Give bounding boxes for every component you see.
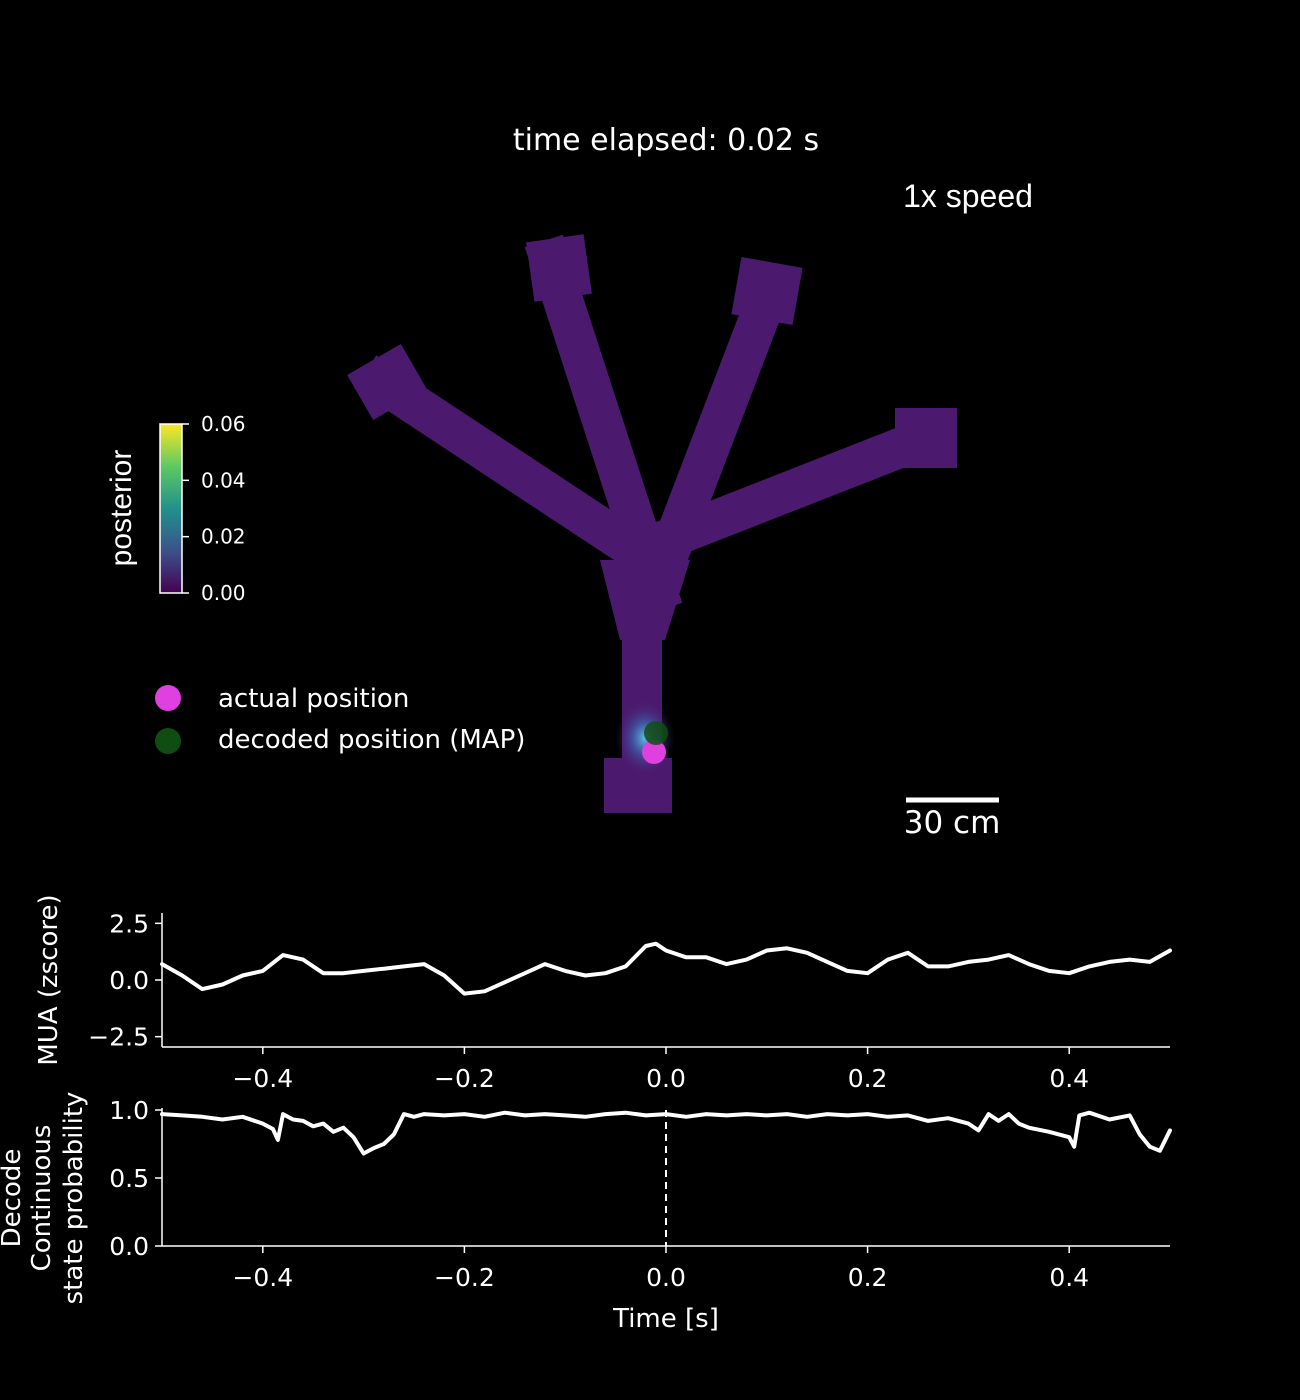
y-tick-label: 0.0 bbox=[109, 966, 149, 995]
speed-label: 1x speed bbox=[903, 178, 1033, 214]
time-xlabel: Time [s] bbox=[612, 1304, 719, 1334]
colorbar-tick-label: 0.02 bbox=[201, 525, 246, 549]
y-tick-label: 2.5 bbox=[109, 909, 149, 938]
x-tick-label: −0.4 bbox=[232, 1064, 293, 1093]
state-probability-plot: 1.0 0.5 0.0 −0.4 −0.2 0.0 0.2 0.4 bbox=[109, 1096, 1172, 1292]
state-probability-ylabel: Decode Continuous state probability bbox=[0, 1092, 89, 1305]
y-tick-label: 1.0 bbox=[109, 1096, 149, 1125]
legend-actual-marker bbox=[155, 685, 181, 711]
colorbar-tick-label: 0.00 bbox=[201, 581, 246, 605]
data-line bbox=[160, 1110, 1172, 1156]
x-tick-label: −0.2 bbox=[434, 1064, 495, 1093]
ylabel-line-3: state probability bbox=[59, 1092, 89, 1305]
maze-arm-end bbox=[526, 234, 592, 302]
x-tick-label: 0.4 bbox=[1049, 1263, 1089, 1292]
x-tick-label: 0.2 bbox=[848, 1263, 888, 1292]
legend-decoded-marker bbox=[155, 728, 181, 754]
legend-decoded-label: decoded position (MAP) bbox=[218, 725, 525, 755]
y-tick-label: −2.5 bbox=[88, 1023, 149, 1052]
ylabel-line-1: Decode bbox=[0, 1149, 27, 1248]
maze-track bbox=[347, 234, 957, 813]
maze-arm bbox=[639, 412, 951, 566]
ylabel-line-2: Continuous bbox=[27, 1125, 57, 1272]
actual-position-marker bbox=[642, 740, 666, 764]
maze-arm-end bbox=[347, 343, 427, 421]
scale-bar-label: 30 cm bbox=[904, 805, 1001, 841]
data-line bbox=[160, 941, 1172, 996]
maze-junction bbox=[600, 560, 690, 640]
decoded-position-marker bbox=[644, 721, 668, 745]
x-tick-label: 0.4 bbox=[1049, 1064, 1089, 1093]
colorbar: 0.06 0.04 0.02 0.00 posterior bbox=[105, 412, 246, 605]
x-tick-label: −0.4 bbox=[232, 1263, 293, 1292]
x-tick-label: −0.2 bbox=[434, 1263, 495, 1292]
mua-plot: 2.5 0.0 −2.5 −0.4 −0.2 0.0 0.2 0.4 bbox=[88, 909, 1172, 1093]
maze-arm bbox=[354, 355, 648, 568]
y-tick-label: 0.0 bbox=[109, 1232, 149, 1261]
mua-ylabel: MUA (zscore) bbox=[34, 894, 64, 1065]
time-elapsed-label: time elapsed: 0.02 s bbox=[513, 123, 819, 158]
scale-bar: 30 cm bbox=[904, 797, 1001, 841]
y-tick-label: 0.5 bbox=[109, 1164, 149, 1193]
maze-arm-end bbox=[895, 408, 957, 468]
x-tick-label: 0.2 bbox=[848, 1064, 888, 1093]
colorbar-gradient bbox=[159, 423, 183, 594]
x-tick-label: 0.0 bbox=[646, 1263, 686, 1292]
legend-actual-label: actual position bbox=[218, 684, 409, 714]
colorbar-tick-label: 0.04 bbox=[201, 468, 246, 492]
colorbar-tick-label: 0.06 bbox=[201, 412, 246, 436]
legend: actual position decoded position (MAP) bbox=[155, 684, 525, 755]
colorbar-label: posterior bbox=[105, 450, 138, 567]
maze-arm-end bbox=[731, 257, 803, 325]
x-tick-label: 0.0 bbox=[646, 1064, 686, 1093]
